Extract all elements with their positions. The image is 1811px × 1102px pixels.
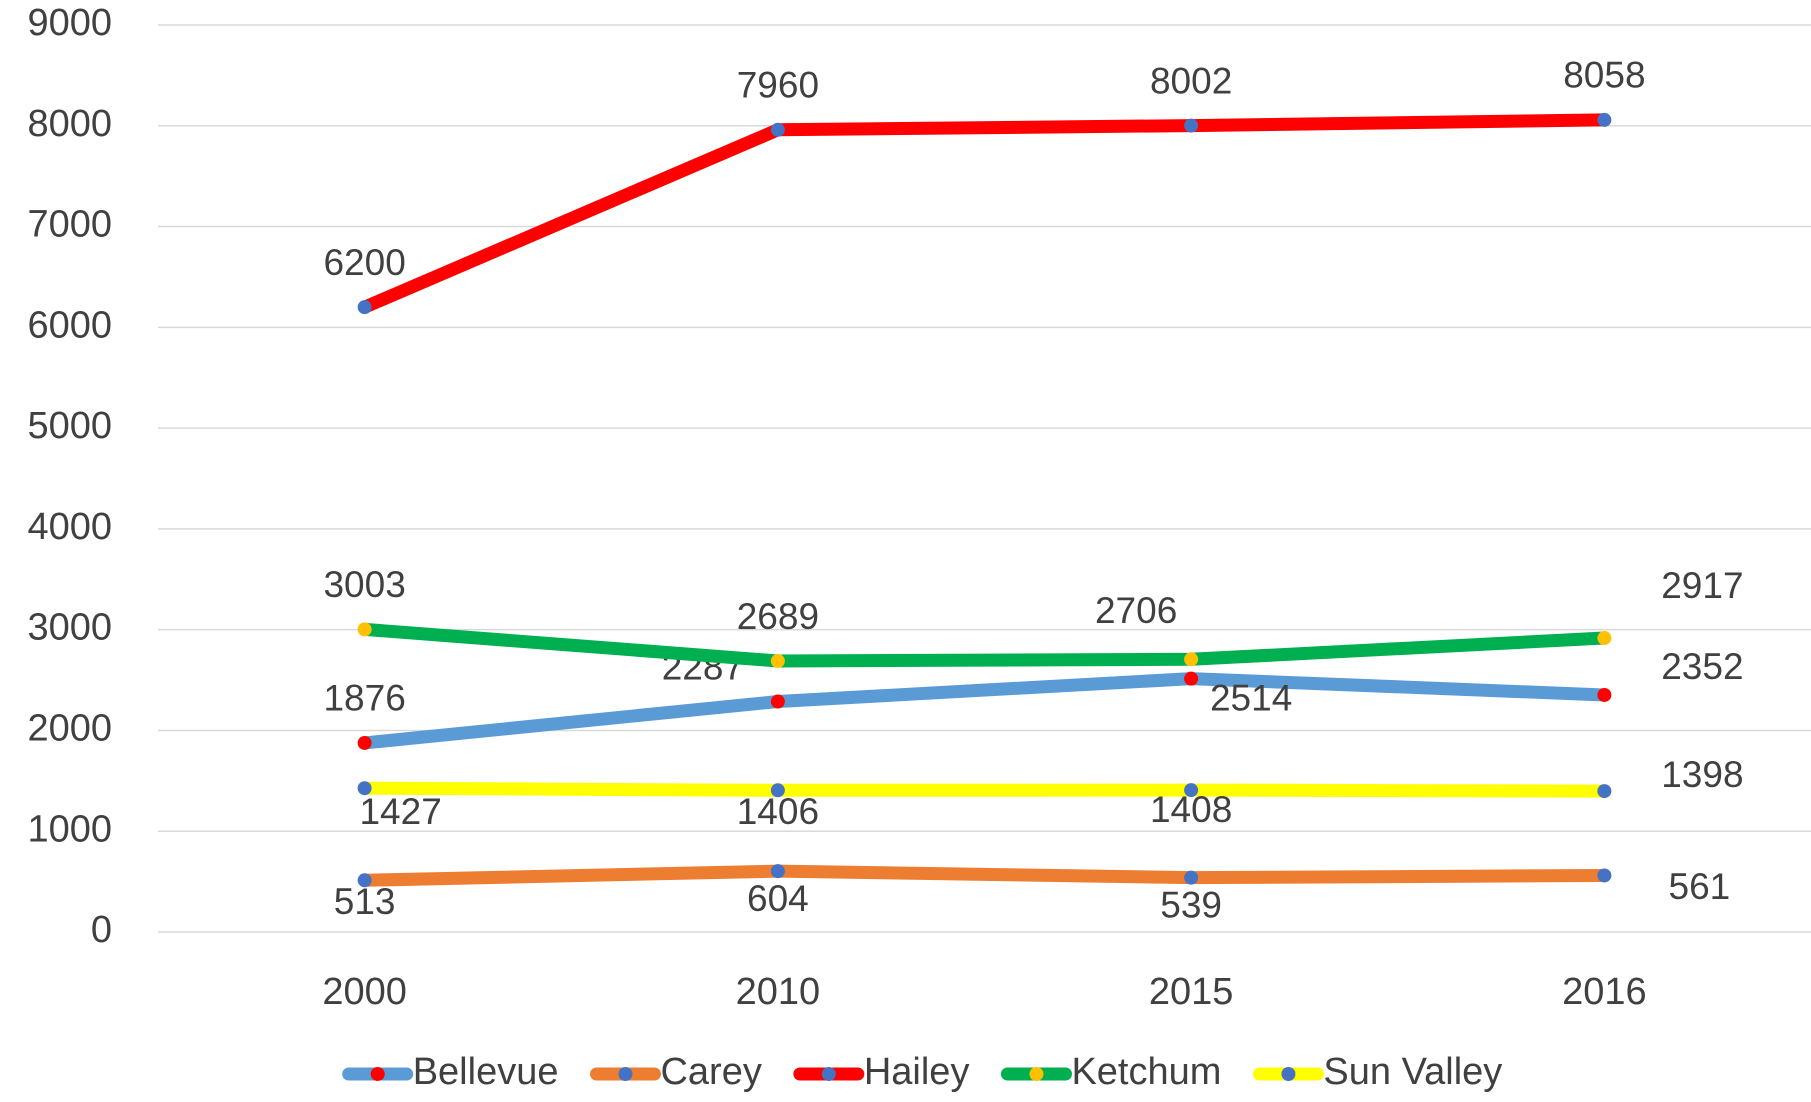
y-tick-label: 9000 — [27, 2, 112, 44]
y-tick-label: 4000 — [27, 506, 112, 548]
data-point — [770, 864, 785, 879]
data-point — [770, 654, 785, 669]
data-label: 3003 — [323, 564, 405, 605]
series-line — [363, 672, 1605, 750]
data-label: 8058 — [1563, 55, 1645, 96]
series-line — [362, 113, 1605, 314]
data-label: 2917 — [1661, 565, 1743, 606]
y-tick-label: 3000 — [27, 607, 112, 649]
data-label: 1406 — [737, 791, 819, 832]
data-label: 6200 — [323, 242, 405, 283]
data-label: 2689 — [737, 596, 819, 637]
data-label: 2352 — [1661, 646, 1743, 687]
data-point — [357, 622, 372, 637]
data-label: 1398 — [1661, 754, 1743, 795]
data-point — [1597, 631, 1612, 646]
data-point — [1184, 783, 1199, 798]
data-label: 2514 — [1210, 677, 1292, 718]
x-tick-label: 2010 — [736, 971, 821, 1013]
data-point — [1184, 870, 1199, 885]
data-label: 513 — [334, 881, 396, 922]
legend-marker — [1029, 1067, 1044, 1081]
x-tick-label: 2016 — [1562, 971, 1647, 1013]
data-point — [1184, 118, 1199, 133]
legend-marker — [618, 1067, 633, 1081]
data-point — [357, 735, 372, 750]
legend-label: Carey — [660, 1051, 761, 1093]
legend-label: Sun Valley — [1323, 1051, 1502, 1093]
legend-marker — [370, 1067, 385, 1081]
series-line — [364, 622, 1605, 668]
data-label: 2706 — [1095, 590, 1177, 631]
y-tick-label: 7000 — [27, 204, 112, 246]
legend-label: Hailey — [864, 1051, 970, 1093]
data-point — [1184, 652, 1199, 667]
data-label: 1427 — [359, 791, 441, 832]
data-label: 8002 — [1150, 60, 1232, 101]
legend-marker — [821, 1067, 836, 1081]
data-label: 604 — [747, 878, 809, 919]
legend-label: Bellevue — [413, 1051, 559, 1093]
data-point — [1597, 784, 1612, 799]
data-label: 539 — [1160, 884, 1222, 925]
y-tick-label: 0 — [91, 909, 112, 951]
data-point — [1597, 687, 1612, 702]
data-point — [770, 122, 785, 137]
legend-marker — [1281, 1067, 1296, 1081]
data-point — [1597, 868, 1612, 883]
series-line — [364, 781, 1605, 798]
y-tick-label: 5000 — [27, 405, 112, 447]
y-tick-label: 1000 — [27, 808, 112, 850]
x-tick-label: 2000 — [322, 971, 407, 1013]
data-label: 561 — [1669, 866, 1731, 907]
data-point — [357, 300, 372, 315]
y-tick-label: 6000 — [27, 304, 112, 346]
x-tick-label: 2015 — [1149, 971, 1234, 1013]
data-label: 1876 — [323, 678, 405, 719]
y-tick-label: 8000 — [27, 103, 112, 145]
data-label: 7960 — [737, 65, 819, 106]
data-label: 1408 — [1150, 789, 1232, 830]
y-tick-label: 2000 — [27, 707, 112, 749]
data-point — [1184, 671, 1199, 686]
legend-label: Ketchum — [1071, 1051, 1221, 1093]
data-point — [770, 783, 785, 798]
data-point — [1597, 112, 1612, 127]
data-point — [357, 781, 372, 796]
data-point — [770, 694, 785, 709]
data-point — [357, 873, 372, 888]
series-line — [364, 864, 1605, 887]
